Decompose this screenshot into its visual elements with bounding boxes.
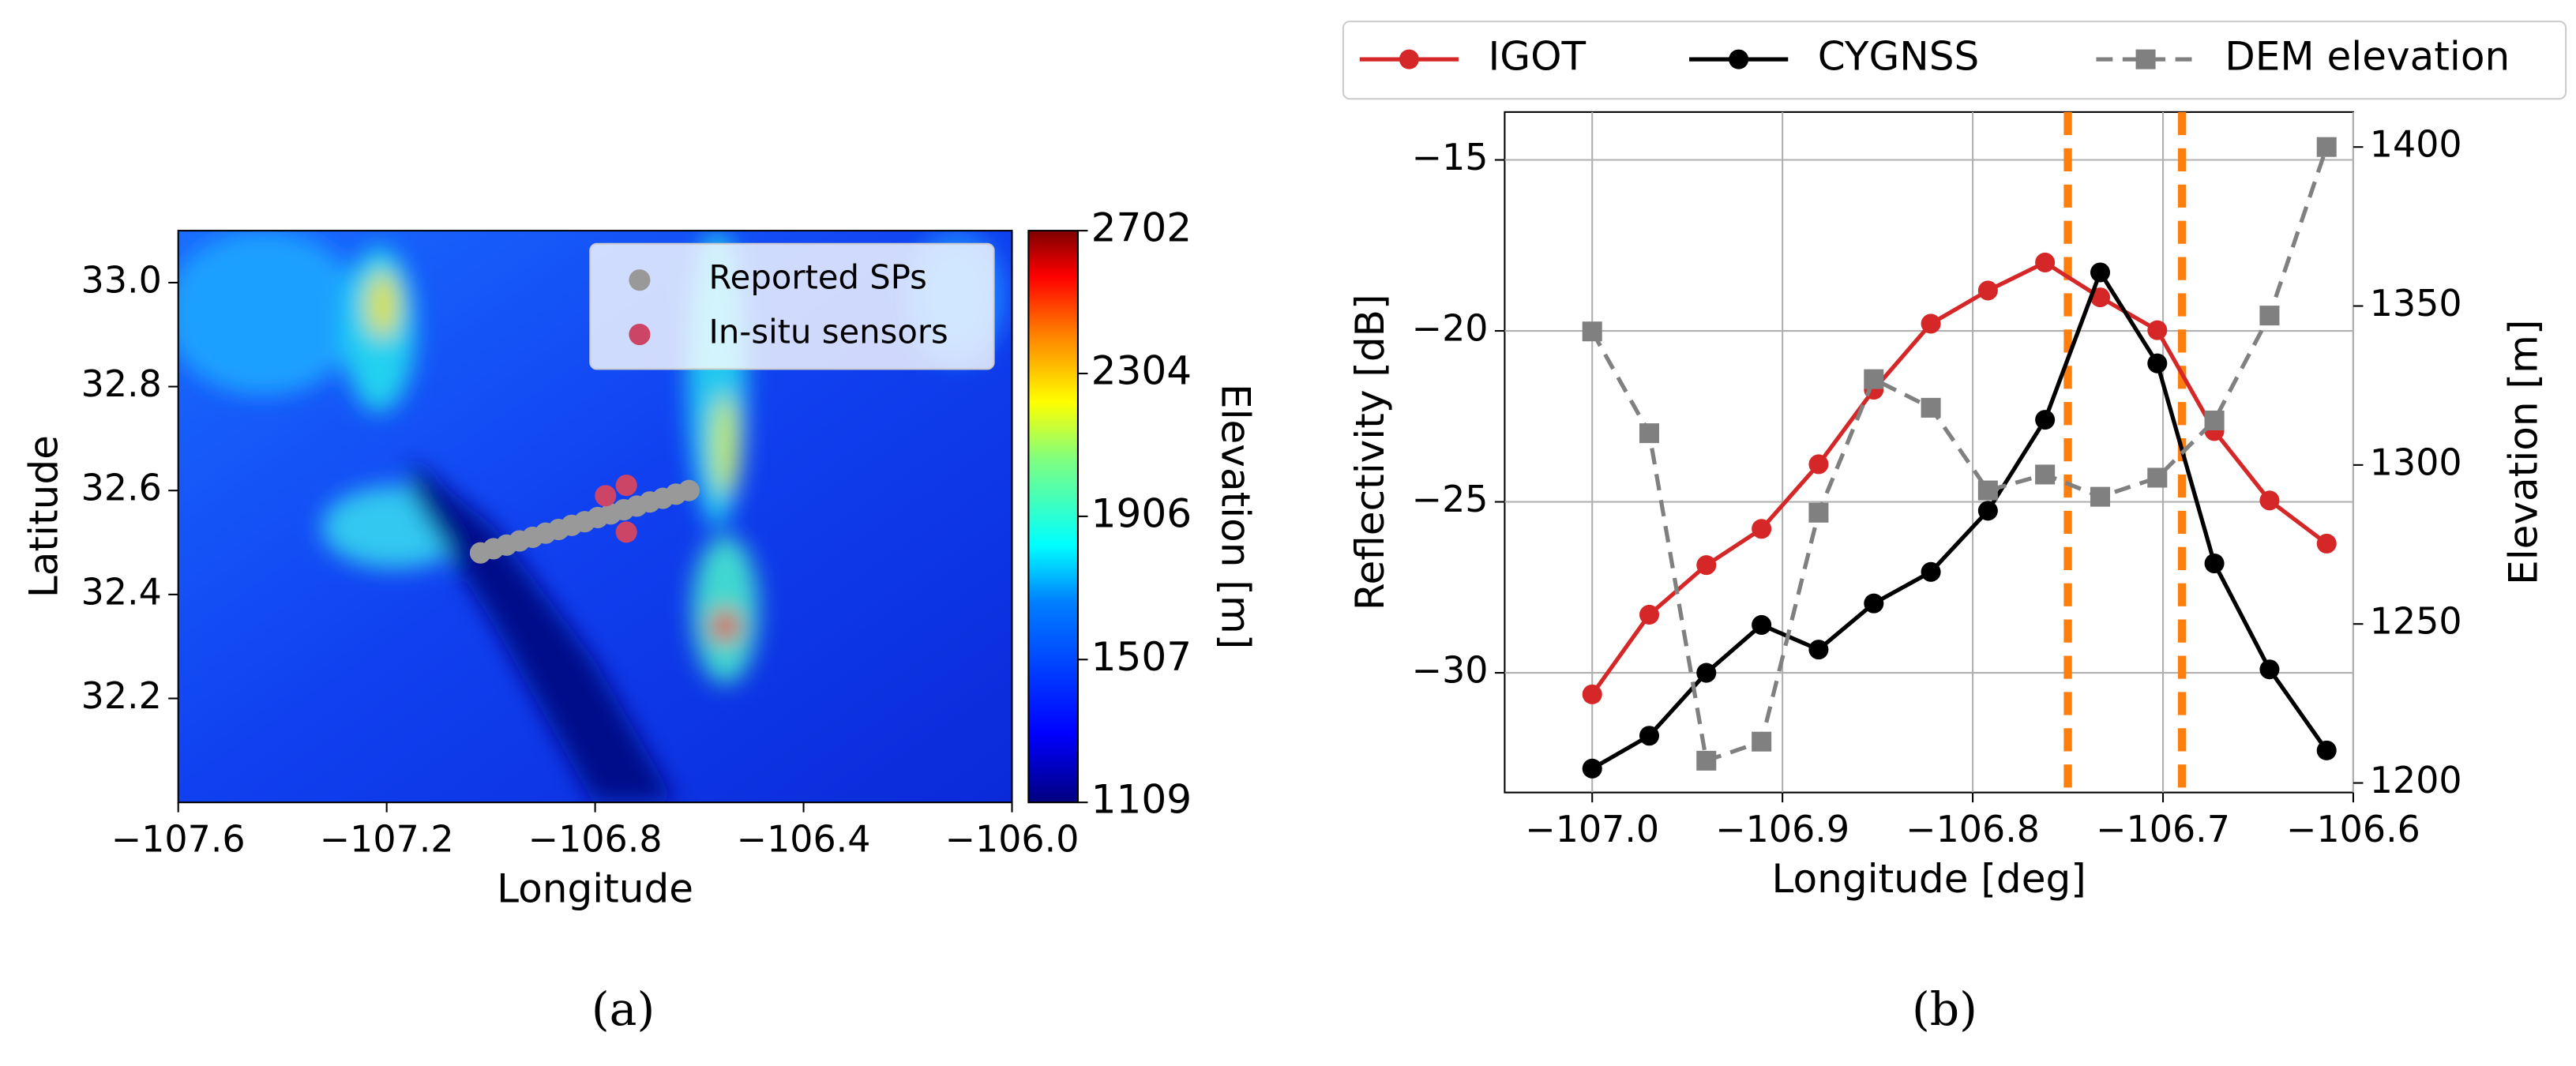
colorbar-label: Elevation [m] [1213,384,1259,649]
panel-label: (a) [591,982,655,1036]
y2-tick-label: 1400 [2370,123,2462,166]
point [1752,519,1772,539]
point [1977,480,1998,501]
colorbar-tick-label: 1906 [1091,490,1192,536]
x-tick-label: −106.6 [2286,808,2420,850]
x-tick-label: −106.9 [1715,808,1849,850]
point [1696,750,1717,771]
x-tick-label: −107.2 [320,818,454,861]
point [2316,137,2337,157]
y-tick-label: −30 [1412,649,1489,692]
point [2090,486,2111,507]
point [615,475,637,497]
point [1977,501,1998,521]
point [615,521,637,543]
y-tick-label: 32.6 [81,467,162,509]
point [2035,464,2056,485]
point [1639,726,1660,746]
point [1864,593,1884,614]
legend-label: CYGNSS [1818,34,1979,80]
point [1752,731,1772,752]
x-tick-label: −106.8 [528,818,663,861]
point [2035,410,2056,430]
y-tick-label: 33.0 [81,258,162,301]
point [1921,397,1941,418]
point [2316,740,2337,760]
point [1808,502,1829,523]
point [2259,306,2280,326]
y-tick-label: −20 [1412,307,1489,350]
x-axis-label: Longitude [deg] [1772,856,2086,902]
point [1582,758,1602,779]
point [2090,262,2111,283]
point [1921,561,1941,582]
point [1639,604,1660,625]
y2-axis-label: Elevation [m] [2501,320,2547,585]
point [2259,659,2280,680]
legend-marker [1729,49,1749,69]
point [1977,280,1998,301]
point [2147,353,2168,373]
colorbar-tick-label: 2702 [1091,205,1192,251]
legend-box [1342,21,2567,100]
point [2090,287,2111,308]
x-axis-label: Longitude [497,865,693,911]
legend-marker [2135,49,2156,69]
x-tick-label: −107.6 [111,818,246,861]
point [2147,320,2168,340]
x-tick-label: −106.4 [737,818,871,861]
point [1864,369,1884,389]
point [1639,423,1660,444]
point [1752,614,1772,635]
point [1582,321,1602,342]
point [2204,410,2225,431]
legend-label: IGOT [1489,34,1587,80]
point [1696,662,1717,683]
y2-tick-label: 1200 [2370,759,2462,801]
x-tick-label: −106.0 [945,818,1080,861]
y-tick-label: −25 [1412,478,1489,520]
point [595,485,617,507]
y-tick-label: 32.2 [81,674,162,717]
x-tick-label: −106.7 [2096,808,2230,850]
legend-label: DEM elevation [2225,34,2510,80]
legend-marker [1399,49,1419,69]
colorbar-tick-label: 2304 [1091,348,1192,394]
colorbar-tick-label: 1507 [1091,634,1192,680]
colorbar [1027,230,1080,804]
y-axis-label: Reflectivity [dB] [1347,294,1393,610]
y-tick-label: −15 [1412,136,1489,178]
point [1582,684,1602,704]
point [2147,467,2168,488]
legend-marker [629,324,651,346]
point [2316,533,2337,554]
series-line [1590,268,2329,771]
y2-tick-label: 1300 [2370,441,2462,483]
legend-label: Reported SPs [709,258,927,297]
point [2035,252,2056,272]
point [1808,454,1829,475]
point [2259,490,2280,511]
y-tick-label: 32.4 [81,570,162,613]
colorbar-tick-label: 1109 [1091,777,1192,823]
point [678,479,700,501]
point [1696,555,1717,576]
legend-marker [629,269,651,291]
x-tick-label: −106.8 [1906,808,2040,850]
point [2204,553,2225,574]
y-axis-label: Latitude [21,435,66,598]
y2-tick-label: 1250 [2370,600,2462,643]
legend-label: In-situ sensors [709,313,948,351]
point [1808,640,1829,660]
panel-label: (b) [1912,982,1977,1036]
x-tick-label: −107.0 [1525,808,1659,850]
point [1921,313,1941,334]
plot-frame [1504,111,2354,794]
legend-box [589,242,995,370]
y-tick-label: 32.8 [81,362,162,405]
y2-tick-label: 1350 [2370,282,2462,325]
series-line [1590,260,2328,696]
